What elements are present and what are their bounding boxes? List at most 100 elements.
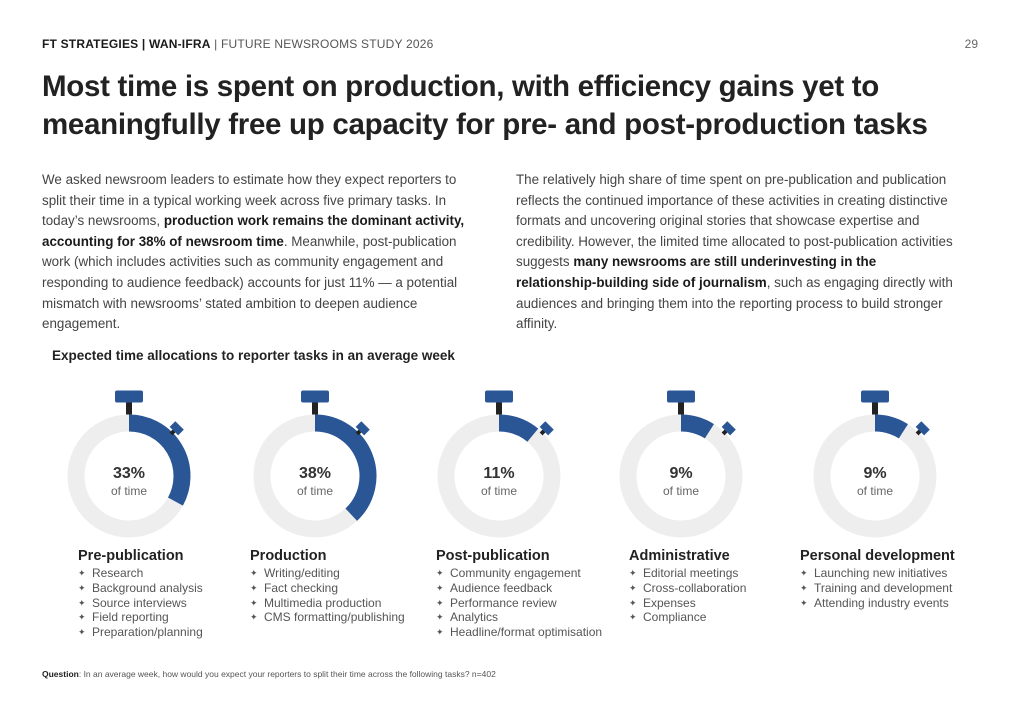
bullet-icon: ✦: [78, 568, 86, 578]
donut-unit-label: of time: [663, 484, 699, 498]
task-list: ✦ Editorial meetings ✦ Cross-collaboration ✦…: [629, 566, 819, 625]
bullet-icon: ✦: [250, 597, 258, 608]
task-label: Community engagement: [450, 566, 581, 580]
task-label: Performance review: [450, 595, 557, 610]
body-text-left: We asked newsroom leaders to estimate ho…: [42, 170, 482, 335]
donut-value-label: 11%: [483, 465, 514, 482]
bullet-icon: ✦: [250, 612, 258, 623]
category-name: Post-publication: [436, 548, 550, 564]
task-item: ✦ Preparation/planning: [78, 625, 268, 640]
category-pre-publication: Pre-publication ✦ Research ✦ Background anal…: [78, 548, 268, 640]
task-item: ✦ Launching new initiatives: [800, 566, 990, 581]
category-administrative: Administrative ✦ Editorial meetings ✦ Cross-…: [629, 548, 819, 625]
donut-unit-label: of time: [297, 484, 333, 498]
donut-arc-production: [314, 414, 377, 521]
footnote-text: : In an average week, how would you expe…: [78, 669, 496, 679]
bullet-icon: ✦: [436, 627, 444, 638]
bullet-icon: ✦: [629, 597, 637, 608]
stopwatch-pre-publication: 33% of time: [67, 390, 191, 538]
donut-value-label: 9%: [863, 465, 886, 482]
task-label: Writing/editing: [264, 566, 340, 580]
stopwatch-side-button: [169, 421, 184, 436]
bullet-icon: ✦: [800, 582, 808, 593]
category-name: Production: [250, 548, 327, 564]
bullet-icon: ✦: [250, 582, 258, 593]
category-name: Administrative: [629, 548, 730, 564]
stopwatch-personal-development: 9% of time: [813, 390, 937, 538]
stopwatch-stem: [312, 402, 318, 415]
task-item: ✦ Performance review: [436, 596, 626, 611]
stopwatch-side-button: [915, 421, 930, 436]
donut-unit-label: of time: [481, 484, 517, 498]
task-label: Expenses: [643, 595, 696, 610]
task-item: ✦ Compliance: [629, 610, 819, 625]
category-name: Personal development: [800, 548, 955, 564]
task-item: ✦ Audience feedback: [436, 581, 626, 596]
bullet-icon: ✦: [436, 612, 444, 623]
body-left-bold: production work remains the dominant act…: [42, 213, 465, 249]
task-item: ✦ Editorial meetings: [629, 566, 819, 581]
task-label: Preparation/planning: [92, 625, 203, 640]
bullet-icon: ✦: [436, 568, 444, 578]
task-item: ✦ Background analysis: [78, 581, 268, 596]
bullet-icon: ✦: [629, 582, 637, 593]
stopwatch-side-button: [539, 421, 554, 436]
task-item: ✦ Writing/editing: [250, 566, 440, 581]
task-item: ✦ Headline/format optimisation: [436, 625, 626, 640]
body-right-text-1: The relatively high share of time spent …: [516, 172, 953, 270]
task-label: Background analysis: [92, 580, 203, 595]
stopwatch-stem: [496, 402, 502, 415]
task-label: Compliance: [643, 610, 707, 625]
header-study: FUTURE NEWSROOMS STUDY 2026: [220, 37, 434, 51]
chart-title: Expected time allocations to reporter ta…: [52, 348, 455, 363]
task-item: ✦ Fact checking: [250, 581, 440, 596]
stopwatch-side-button: [721, 421, 736, 436]
stopwatch-crown: [667, 390, 695, 403]
task-item: ✦ Expenses: [629, 596, 819, 611]
task-item: ✦ Analytics: [436, 610, 626, 625]
task-item: ✦ Field reporting: [78, 610, 268, 625]
bullet-icon: ✦: [436, 597, 444, 608]
stopwatch-crown: [301, 390, 329, 403]
task-label: Training and development: [814, 580, 953, 595]
stopwatch-crown: [115, 390, 143, 403]
task-item: ✦ Research: [78, 566, 268, 581]
body-left-text-2: . Meanwhile, post-publication work (whic…: [42, 233, 458, 332]
body-text-right: The relatively high share of time spent …: [516, 170, 956, 335]
header-brand: FT STRATEGIES | WAN-IFRA: [42, 37, 211, 51]
stopwatch-post-publication: 11% of time: [437, 390, 561, 538]
page-number: 29: [964, 37, 978, 51]
task-label: Research: [92, 566, 144, 580]
task-list: ✦ Writing/editing ✦ Fact checking ✦ Multimedi…: [250, 566, 440, 625]
donut-value-label: 9%: [669, 465, 692, 482]
task-label: Cross-collaboration: [643, 580, 747, 595]
task-list: ✦ Launching new initiatives ✦ Training and …: [800, 566, 990, 610]
donut-arc-administrative: [680, 414, 714, 439]
donut-arc-personal-development: [874, 414, 908, 439]
task-item: ✦ Community engagement: [436, 566, 626, 581]
bullet-icon: ✦: [800, 568, 808, 578]
task-label: Headline/format optimisation: [450, 625, 603, 640]
donut-arc-pre-publication: [128, 414, 191, 506]
bullet-icon: ✦: [436, 582, 444, 593]
task-label: Source interviews: [92, 595, 187, 610]
donut-arc-post-publication: [498, 414, 539, 442]
stopwatch-stem: [678, 402, 684, 415]
task-list: ✦ Research ✦ Background analysis ✦ Source int…: [78, 566, 268, 640]
stopwatch-production: 38% of time: [253, 390, 377, 538]
donut-unit-label: of time: [111, 484, 147, 498]
bullet-icon: ✦: [800, 597, 808, 608]
task-label: Multimedia production: [264, 595, 382, 610]
bullet-icon: ✦: [78, 627, 86, 638]
category-name: Pre-publication: [78, 548, 184, 564]
task-label: Field reporting: [92, 610, 169, 625]
bullet-icon: ✦: [629, 612, 637, 623]
bullet-icon: ✦: [629, 568, 637, 578]
donut-value-label: 33%: [113, 465, 145, 482]
stopwatch-stem: [872, 402, 878, 415]
donut-unit-label: of time: [857, 484, 893, 498]
bullet-icon: ✦: [78, 597, 86, 608]
page-title: Most time is spent on production, with e…: [42, 70, 928, 141]
category-production: Production ✦ Writing/editing ✦ Fact checking…: [250, 548, 440, 625]
stopwatch-administrative: 9% of time: [619, 390, 743, 538]
